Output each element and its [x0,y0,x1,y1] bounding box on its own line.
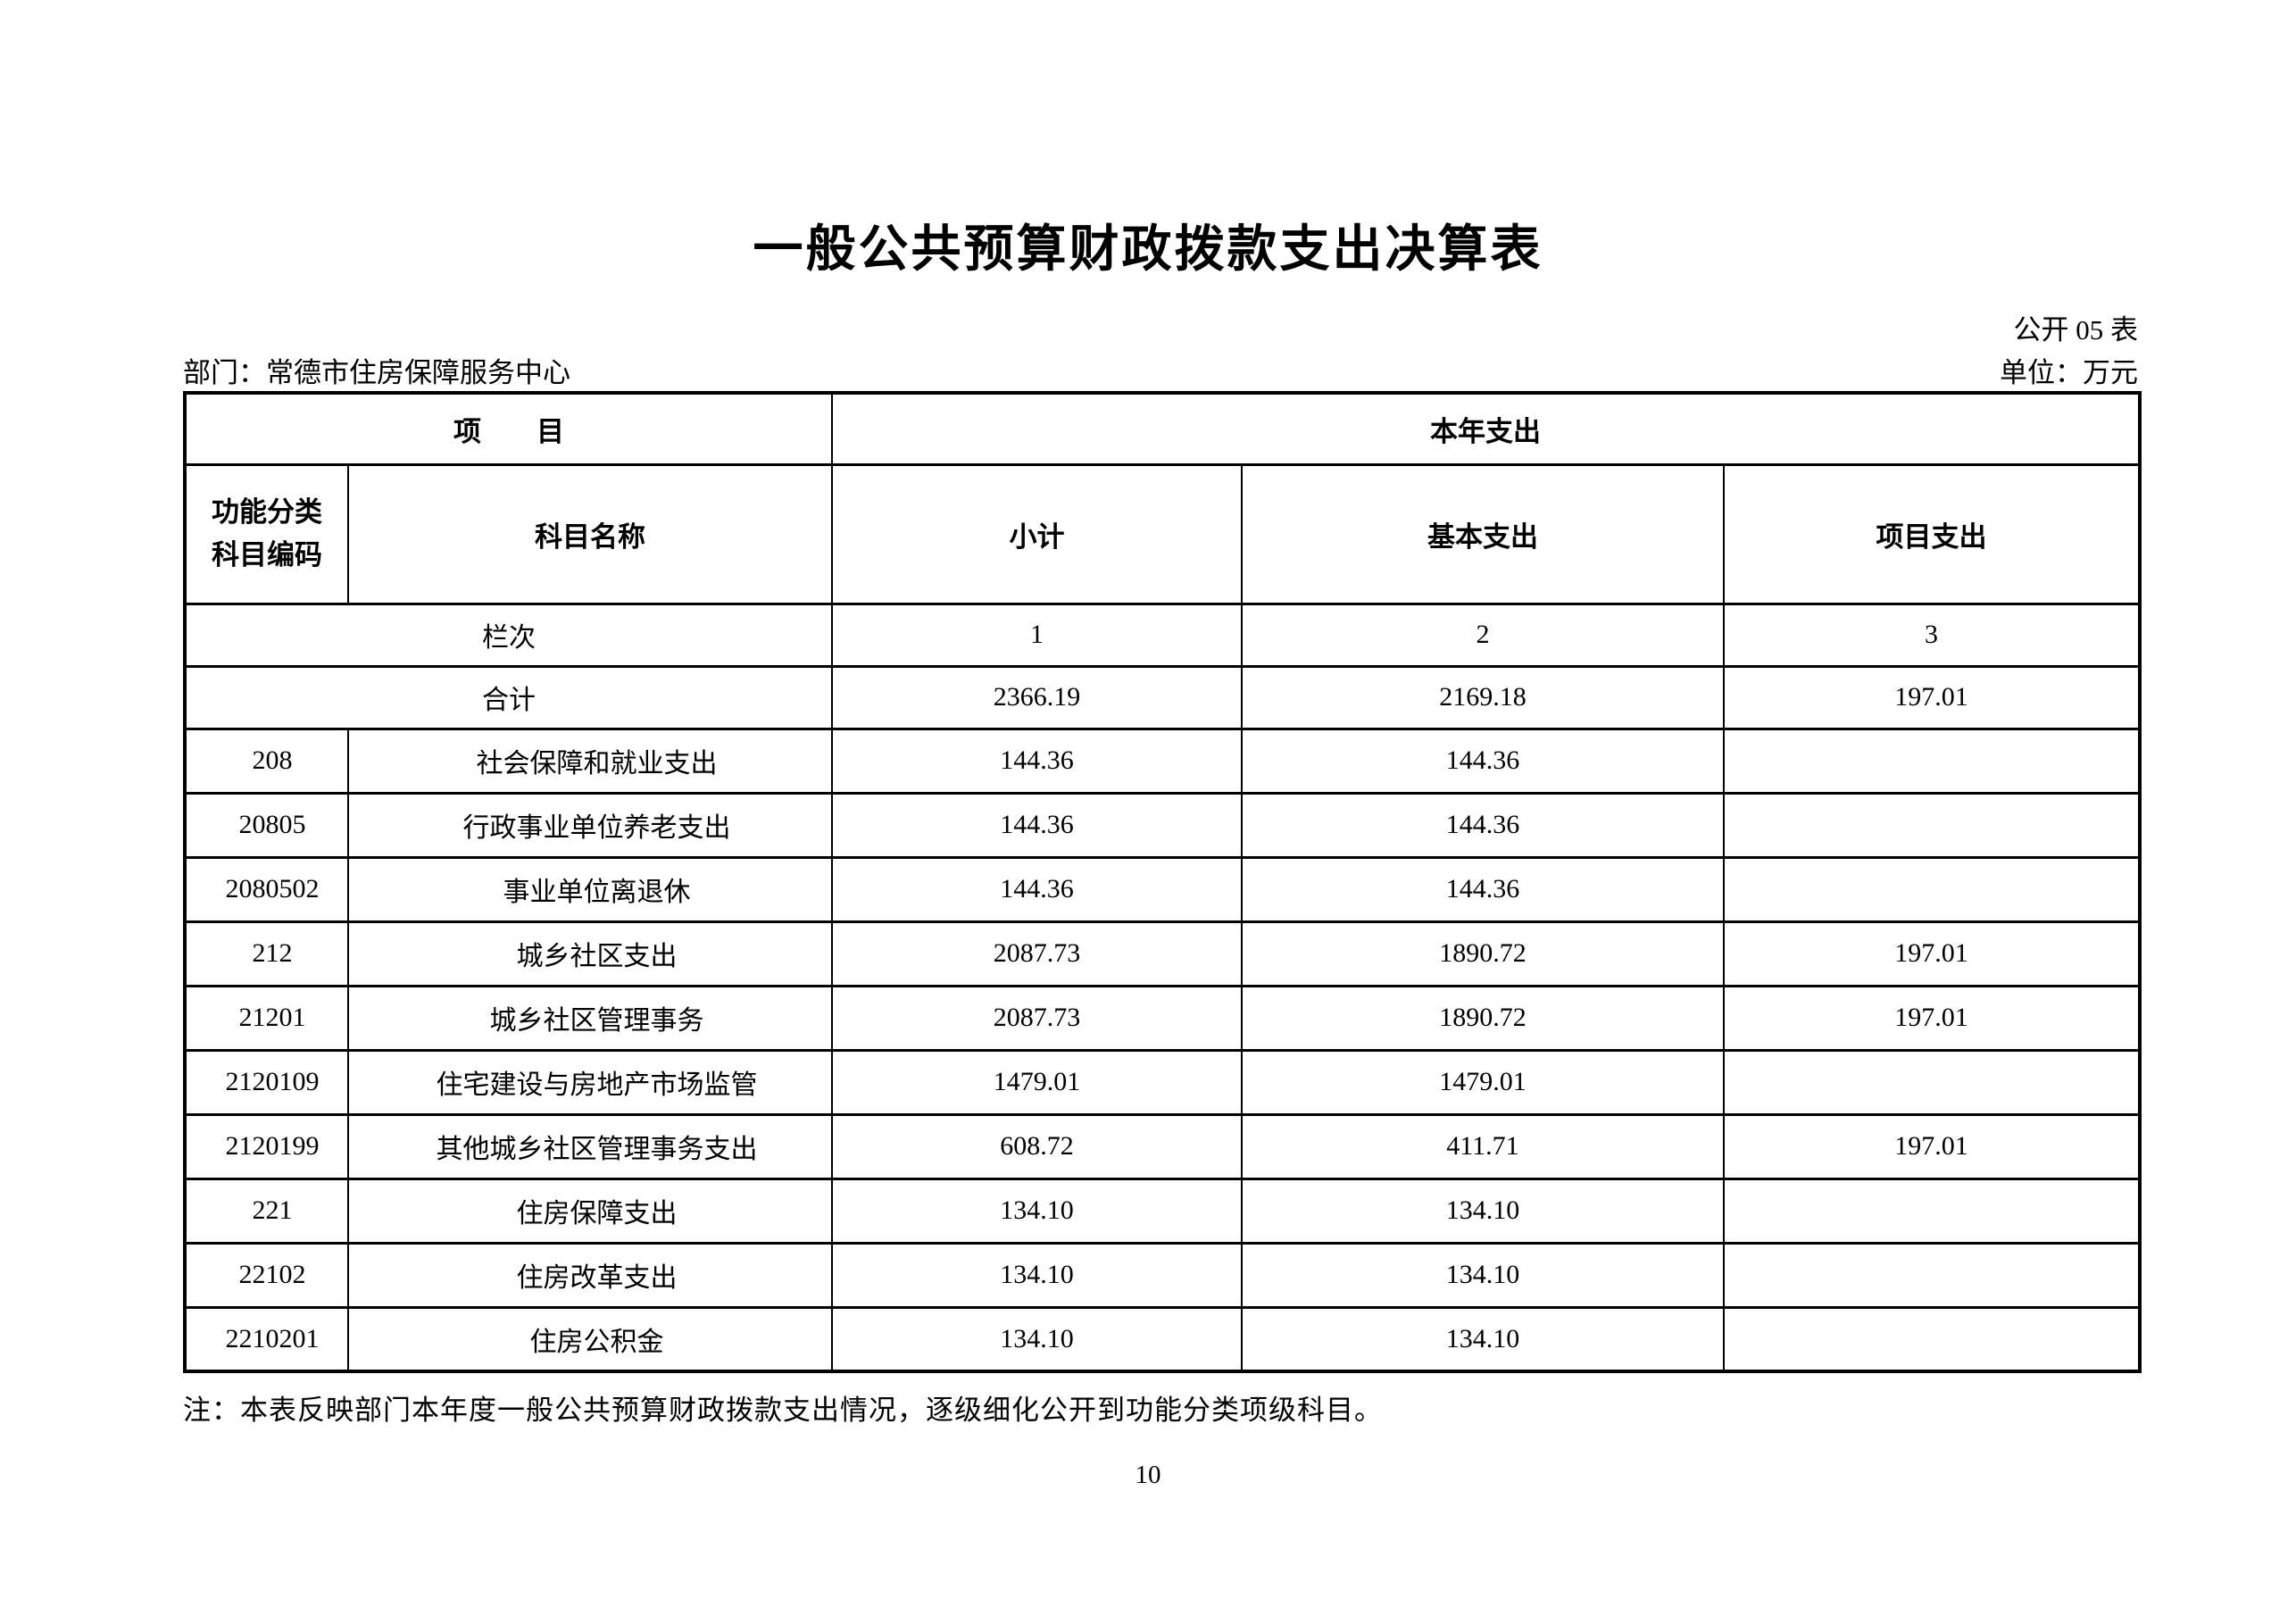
project-cell [1722,1048,2142,1116]
footnote: 注：本表反映部门本年度一般公共预算财政拨款支出情况，逐级细化公开到功能分类项级科… [183,1395,1383,1426]
header-project-expenditure: 项目支出 [1722,462,2142,605]
name-cell: 住房保障支出 [347,1177,833,1245]
code-cell: 20805 [184,791,349,859]
header-subtotal: 小计 [831,462,1243,605]
basic-cell: 1890.72 [1241,984,1725,1052]
subtotal-cell: 2087.73 [831,984,1243,1052]
table-row: 2080502 事业单位离退休 144.36 144.36 [184,855,2142,923]
table-row: 212 城乡社区支出 2087.73 1890.72 197.01 [184,920,2142,987]
table-row: 20805 行政事业单位养老支出 144.36 144.36 [184,791,2142,859]
code-cell: 2080502 [184,855,349,923]
project-cell: 197.01 [1722,1112,2142,1180]
subtotal-cell: 144.36 [831,791,1243,859]
name-cell: 其他城乡社区管理事务支出 [347,1112,833,1180]
subtotal-cell: 144.36 [831,727,1243,795]
code-cell: 21201 [184,984,349,1052]
project-cell [1722,1305,2142,1373]
total-row: 合计 2366.19 2169.18 197.01 [184,664,2142,730]
header-current-year-group: 本年支出 [830,391,2142,466]
column-index-label: 栏次 [184,602,833,668]
page-title: 一般公共预算财政拨款支出决算表 [753,221,1543,277]
budget-expenditure-table: 项 目 本年支出 功能分类 科目编码 科目名称 小计 基本支出 项目支出 栏次 … [183,391,2142,1373]
code-cell: 2210201 [184,1305,349,1373]
name-cell: 城乡社区支出 [347,920,833,987]
header-function-code-line2: 科目编码 [212,539,322,570]
basic-cell: 134.10 [1241,1305,1725,1373]
project-cell [1722,1241,2142,1309]
name-cell: 事业单位离退休 [347,855,833,923]
table-row: 221 住房保障支出 134.10 134.10 [184,1177,2142,1245]
basic-cell: 1890.72 [1241,920,1725,987]
department-label: 部门：常德市住房保障服务中心 [183,357,570,388]
basic-cell: 144.36 [1241,727,1725,795]
basic-cell: 1479.01 [1241,1048,1725,1116]
code-cell: 22102 [184,1241,349,1309]
project-cell [1722,791,2142,859]
table-row: 208 社会保障和就业支出 144.36 144.36 [184,727,2142,795]
name-cell: 行政事业单位养老支出 [347,791,833,859]
table-row: 2120109 住宅建设与房地产市场监管 1479.01 1479.01 [184,1048,2142,1116]
subtotal-cell: 134.10 [831,1177,1243,1245]
table-row: 21201 城乡社区管理事务 2087.73 1890.72 197.01 [184,984,2142,1052]
name-cell: 住房改革支出 [347,1241,833,1309]
header-function-code-line1: 功能分类 [212,496,322,528]
name-cell: 住宅建设与房地产市场监管 [347,1048,833,1116]
table-row: 2210201 住房公积金 134.10 134.10 [184,1305,2142,1373]
subtotal-cell: 1479.01 [831,1048,1243,1116]
column-index-3: 3 [1722,602,2142,668]
subtotal-cell: 144.36 [831,855,1243,923]
table-row: 22102 住房改革支出 134.10 134.10 [184,1241,2142,1309]
subtotal-cell: 134.10 [831,1305,1243,1373]
basic-cell: 134.10 [1241,1177,1725,1245]
total-basic: 2169.18 [1241,664,1725,730]
table-number-label: 公开 05 表 [2013,314,2139,346]
code-cell: 208 [184,727,349,795]
subtotal-cell: 134.10 [831,1241,1243,1309]
header-function-code: 功能分类 科目编码 [184,462,349,605]
unit-label: 单位：万元 [2000,357,2138,388]
column-index-2: 2 [1241,602,1725,668]
name-cell: 社会保障和就业支出 [347,727,833,795]
project-cell [1722,727,2142,795]
header-project-group: 项 目 [184,391,833,466]
code-cell: 221 [184,1177,349,1245]
subtotal-cell: 608.72 [831,1112,1243,1180]
project-cell: 197.01 [1722,984,2142,1052]
subtotal-cell: 2087.73 [831,920,1243,987]
page-number: 10 [1135,1461,1161,1489]
code-cell: 212 [184,920,349,987]
column-index-row: 栏次 1 2 3 [184,602,2142,668]
column-index-1: 1 [831,602,1243,668]
code-cell: 2120199 [184,1112,349,1180]
total-subtotal: 2366.19 [831,664,1243,730]
total-project: 197.01 [1722,664,2142,730]
total-label: 合计 [184,664,833,730]
name-cell: 住房公积金 [347,1305,833,1373]
table-row: 2120199 其他城乡社区管理事务支出 608.72 411.71 197.0… [184,1112,2142,1180]
basic-cell: 134.10 [1241,1241,1725,1309]
header-basic-expenditure: 基本支出 [1241,462,1725,605]
header-subject-name: 科目名称 [347,462,833,605]
name-cell: 城乡社区管理事务 [347,984,833,1052]
project-cell: 197.01 [1722,920,2142,987]
basic-cell: 144.36 [1241,855,1725,923]
header-columns-row: 功能分类 科目编码 科目名称 小计 基本支出 项目支出 [184,462,2142,605]
code-cell: 2120109 [184,1048,349,1116]
project-cell [1722,855,2142,923]
basic-cell: 411.71 [1241,1112,1725,1180]
project-cell [1722,1177,2142,1245]
header-group-row: 项 目 本年支出 [184,391,2142,466]
basic-cell: 144.36 [1241,791,1725,859]
